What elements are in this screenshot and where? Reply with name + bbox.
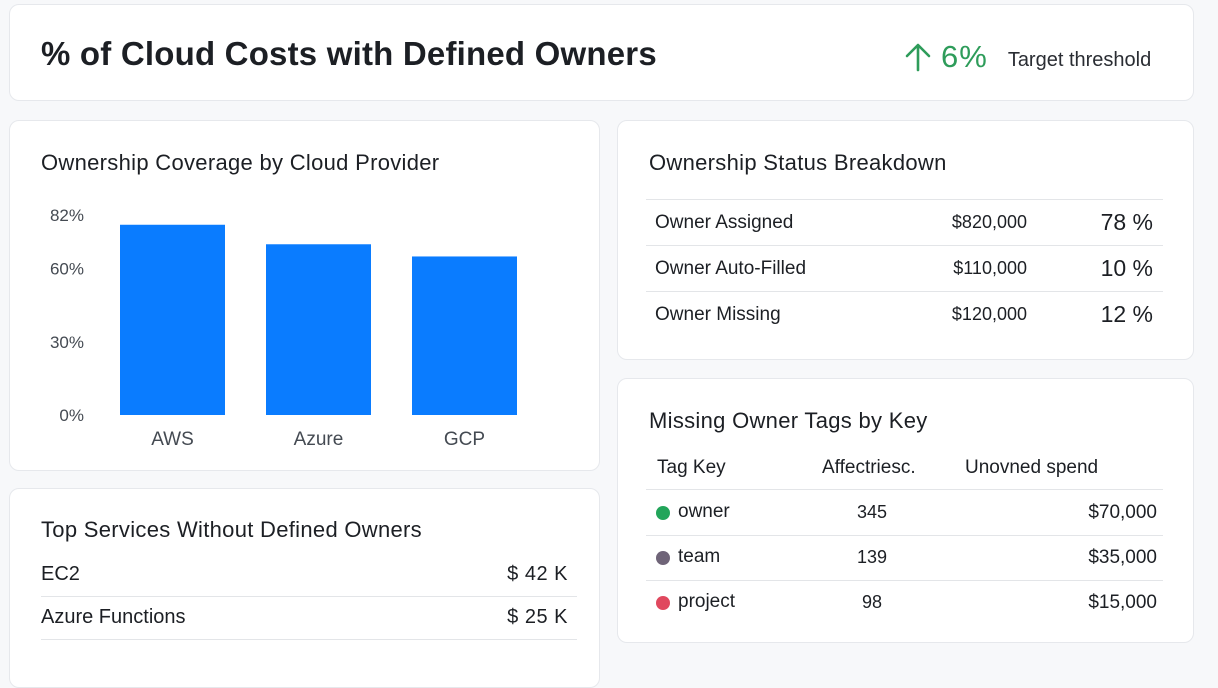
- status-row[interactable]: Owner Auto-Filled $110,000 10 %: [646, 246, 1163, 292]
- service-value: $ 25 K: [507, 606, 568, 628]
- coverage-chart-card: Ownership Coverage by Cloud Provider 0% 3…: [9, 120, 600, 471]
- tag-unowned-spend: $70,000: [1088, 502, 1157, 523]
- tag-row[interactable]: team 139 $35,000: [646, 535, 1163, 581]
- tag-key: team: [678, 546, 721, 567]
- tag-affected-count: 139: [856, 547, 888, 567]
- status-breakdown-title: Ownership Status Breakdown: [649, 150, 947, 175]
- status-name: Owner Auto-Filled: [655, 258, 807, 279]
- header-card: % of Cloud Costs with Defined Owners 6% …: [9, 4, 1194, 101]
- arrow-up-icon: [905, 43, 931, 72]
- status-amount: $820,000: [951, 212, 1027, 232]
- status-table: Owner Assigned $820,000 78 % Owner Auto-…: [646, 199, 1163, 337]
- status-row[interactable]: Owner Missing $120,000 12 %: [646, 292, 1163, 337]
- coverage-bar-chart: 0% 30% 60% 82% AWS Azure GCP: [50, 206, 517, 450]
- tag-color-dot: [656, 506, 670, 520]
- tag-row[interactable]: project 98 $15,000: [646, 580, 1163, 625]
- page-title: % of Cloud Costs with Defined Owners: [41, 35, 657, 72]
- status-amount: $110,000: [953, 258, 1027, 278]
- y-tick-label: 0%: [59, 406, 84, 425]
- top-services-title: Top Services Without Defined Owners: [41, 517, 422, 542]
- tag-unowned-spend: $15,000: [1088, 592, 1157, 613]
- kpi-indicator: 6% Target threshold: [905, 39, 1151, 75]
- kpi-label: Target threshold: [1007, 48, 1152, 71]
- tag-row[interactable]: owner 345 $70,000: [646, 490, 1163, 536]
- tags-table-header: Tag Key Affectriesc. Unovned spend: [646, 457, 1163, 490]
- service-name: Azure Functions: [41, 606, 186, 628]
- status-name: Owner Assigned: [655, 212, 794, 233]
- service-row[interactable]: EC2 $ 42 K: [41, 553, 577, 597]
- header-tag-key: Tag Key: [657, 457, 726, 478]
- x-tick-label: AWS: [151, 429, 194, 450]
- tag-unowned-spend: $35,000: [1088, 547, 1157, 568]
- missing-tags-card: Missing Owner Tags by Key Tag Key Affect…: [617, 378, 1194, 643]
- tag-affected-count: 345: [856, 502, 888, 522]
- missing-tags-title: Missing Owner Tags by Key: [649, 408, 928, 433]
- top-services-card: Top Services Without Defined Owners EC2 …: [9, 488, 600, 688]
- service-name: EC2: [41, 563, 80, 585]
- x-tick-label: GCP: [444, 429, 485, 450]
- status-percent: 12 %: [1100, 301, 1153, 327]
- status-amount: $120,000: [951, 304, 1027, 324]
- tag-key: project: [678, 591, 736, 612]
- coverage-chart-title: Ownership Coverage by Cloud Provider: [41, 150, 440, 175]
- status-name: Owner Missing: [655, 304, 781, 325]
- status-breakdown-card: Ownership Status Breakdown Owner Assigne…: [617, 120, 1194, 360]
- tag-affected-count: 98: [861, 592, 883, 612]
- status-percent: 10 %: [1100, 255, 1153, 281]
- kpi-value: 6%: [941, 39, 988, 74]
- status-row[interactable]: Owner Assigned $820,000 78 %: [646, 200, 1163, 246]
- status-percent: 78 %: [1100, 209, 1153, 235]
- service-row[interactable]: Azure Functions $ 25 K: [41, 596, 577, 640]
- bar-azure[interactable]: [266, 244, 371, 415]
- y-tick-label: 60%: [50, 260, 84, 279]
- x-tick-label: Azure: [294, 429, 344, 450]
- tag-key: owner: [678, 501, 730, 522]
- bar-gcp[interactable]: [412, 256, 517, 415]
- y-tick-label: 82%: [50, 206, 84, 225]
- y-tick-label: 30%: [50, 333, 84, 352]
- header-affected: Affectriesc.: [822, 457, 916, 478]
- tag-color-dot: [656, 551, 670, 565]
- bar-aws[interactable]: [120, 224, 225, 415]
- tag-color-dot: [656, 596, 670, 610]
- service-value: $ 42 K: [507, 563, 568, 585]
- header-unowned-spend: Unovned spend: [965, 457, 1099, 478]
